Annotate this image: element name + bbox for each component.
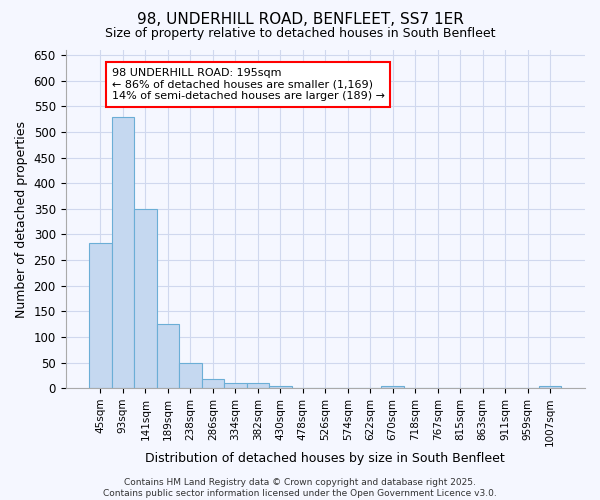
- X-axis label: Distribution of detached houses by size in South Benfleet: Distribution of detached houses by size …: [145, 452, 505, 465]
- Y-axis label: Number of detached properties: Number of detached properties: [15, 120, 28, 318]
- Bar: [247, 383, 269, 388]
- Bar: [134, 209, 157, 388]
- Bar: [202, 379, 224, 388]
- Bar: [179, 362, 202, 388]
- Text: Size of property relative to detached houses in South Benfleet: Size of property relative to detached ho…: [105, 28, 495, 40]
- Text: 98 UNDERHILL ROAD: 195sqm
← 86% of detached houses are smaller (1,169)
14% of se: 98 UNDERHILL ROAD: 195sqm ← 86% of detac…: [112, 68, 385, 101]
- Text: 98, UNDERHILL ROAD, BENFLEET, SS7 1ER: 98, UNDERHILL ROAD, BENFLEET, SS7 1ER: [137, 12, 463, 28]
- Bar: [157, 324, 179, 388]
- Bar: [539, 386, 562, 388]
- Bar: [112, 116, 134, 388]
- Bar: [89, 243, 112, 388]
- Bar: [382, 386, 404, 388]
- Bar: [224, 383, 247, 388]
- Text: Contains HM Land Registry data © Crown copyright and database right 2025.
Contai: Contains HM Land Registry data © Crown c…: [103, 478, 497, 498]
- Bar: [269, 386, 292, 388]
